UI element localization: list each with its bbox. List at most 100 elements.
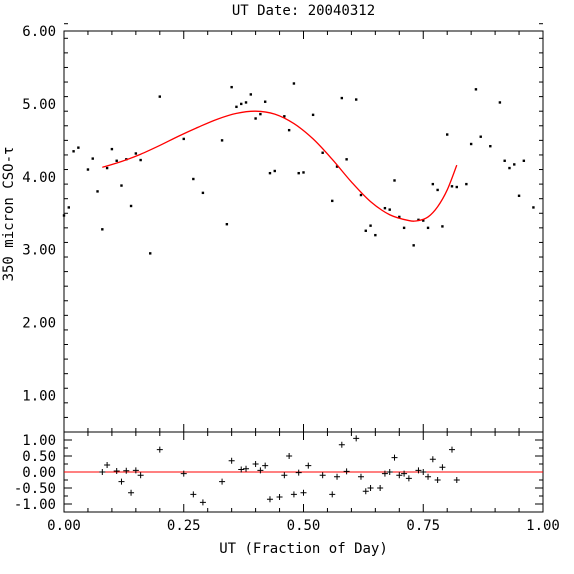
data-point (426, 226, 430, 230)
data-point (110, 147, 114, 151)
residual-point (262, 462, 269, 469)
data-point (259, 112, 262, 116)
data-point (129, 204, 133, 208)
residual-point (429, 456, 436, 463)
main-y-tick-label: 4.00 (22, 170, 56, 186)
residual-point (367, 485, 374, 491)
data-point (417, 218, 420, 222)
residual-point (405, 475, 412, 482)
residual-y-tick-label: 1.00 (22, 433, 56, 449)
data-point (311, 113, 315, 117)
residual-point (295, 469, 302, 476)
residual-point (396, 472, 403, 479)
data-point (517, 194, 521, 197)
data-point (474, 88, 478, 91)
data-point (230, 85, 233, 89)
data-point (340, 96, 344, 100)
data-point (321, 151, 324, 154)
data-point (263, 100, 267, 103)
residual-point (257, 467, 264, 474)
data-point (201, 191, 205, 195)
residual-point (439, 464, 446, 471)
data-point (331, 199, 334, 203)
data-point (446, 133, 449, 136)
data-point (532, 206, 535, 209)
data-point (244, 101, 248, 104)
data-point (335, 165, 339, 168)
residual-point (305, 462, 312, 469)
data-point (149, 252, 152, 255)
main-y-tick-label: 6.00 (22, 24, 56, 40)
y-axis-label: 350 micron CSO-τ (1, 147, 17, 282)
data-point (91, 157, 94, 160)
data-point (455, 185, 458, 189)
data-point (388, 208, 391, 211)
data-point (354, 98, 358, 101)
data-point (182, 137, 185, 141)
residual-point (319, 472, 326, 479)
residual-point (137, 472, 144, 479)
residual-plot-panel: 0.00 0.25 0.50 0.75 1.00-1.00-0.500.000.501.… (14, 431, 560, 534)
data-point (283, 115, 286, 118)
fit-curve (102, 110, 458, 222)
residual-x-tick-label: 1.00 (526, 518, 560, 534)
residual-point (113, 468, 120, 475)
residual-point (104, 461, 111, 468)
residual-point (281, 472, 288, 479)
data-point (86, 168, 90, 171)
residual-x-tick-label: 0.75 (406, 518, 440, 534)
residual-point (180, 470, 187, 477)
residual-point (132, 467, 139, 474)
data-point (398, 215, 401, 219)
residual-point (420, 469, 427, 475)
data-point (235, 105, 238, 109)
residual-point (386, 469, 393, 475)
data-point (431, 182, 435, 186)
residual-point (99, 469, 106, 475)
residual-point (338, 441, 345, 448)
data-point (240, 102, 243, 106)
data-point (412, 244, 415, 247)
residual-point (276, 493, 283, 500)
data-point (225, 223, 229, 226)
residual-point (266, 496, 273, 503)
residual-point (448, 446, 455, 453)
residual-point (199, 499, 206, 506)
data-point (359, 193, 363, 197)
residual-point (353, 435, 360, 442)
residual-point (300, 489, 307, 496)
data-point (436, 188, 439, 192)
data-point (513, 163, 516, 166)
residual-point (238, 466, 245, 473)
data-point (479, 135, 482, 138)
residual-point (357, 473, 364, 480)
residual-point (434, 477, 441, 483)
residual-y-tick-label: 0.50 (22, 449, 56, 465)
data-point (508, 166, 511, 170)
data-point (254, 117, 257, 120)
data-point (67, 206, 70, 209)
residual-point (453, 477, 460, 483)
data-point (383, 206, 387, 210)
residual-point (425, 473, 432, 480)
residual-point (219, 478, 226, 485)
data-point (422, 219, 425, 222)
residual-point (401, 470, 408, 477)
residual-x-tick-label: 0.50 (287, 518, 321, 534)
x-axis-label: UT (Fraction of Day) (219, 541, 388, 557)
data-point (268, 171, 272, 175)
residual-point (123, 467, 130, 474)
main-y-tick-label: 5.00 (22, 97, 56, 113)
residual-point (381, 470, 388, 477)
residual-y-tick-label: -0.50 (14, 481, 56, 497)
data-point (192, 177, 195, 181)
main-frame (63, 30, 544, 433)
residual-point (377, 485, 384, 491)
residual-y-tick-label: -1.00 (14, 497, 56, 513)
data-point (297, 171, 300, 175)
data-point (139, 158, 142, 162)
main-y-tick-label: 2.00 (22, 316, 56, 332)
data-point (72, 150, 75, 153)
main-y-tick-label: 3.00 (22, 243, 56, 259)
